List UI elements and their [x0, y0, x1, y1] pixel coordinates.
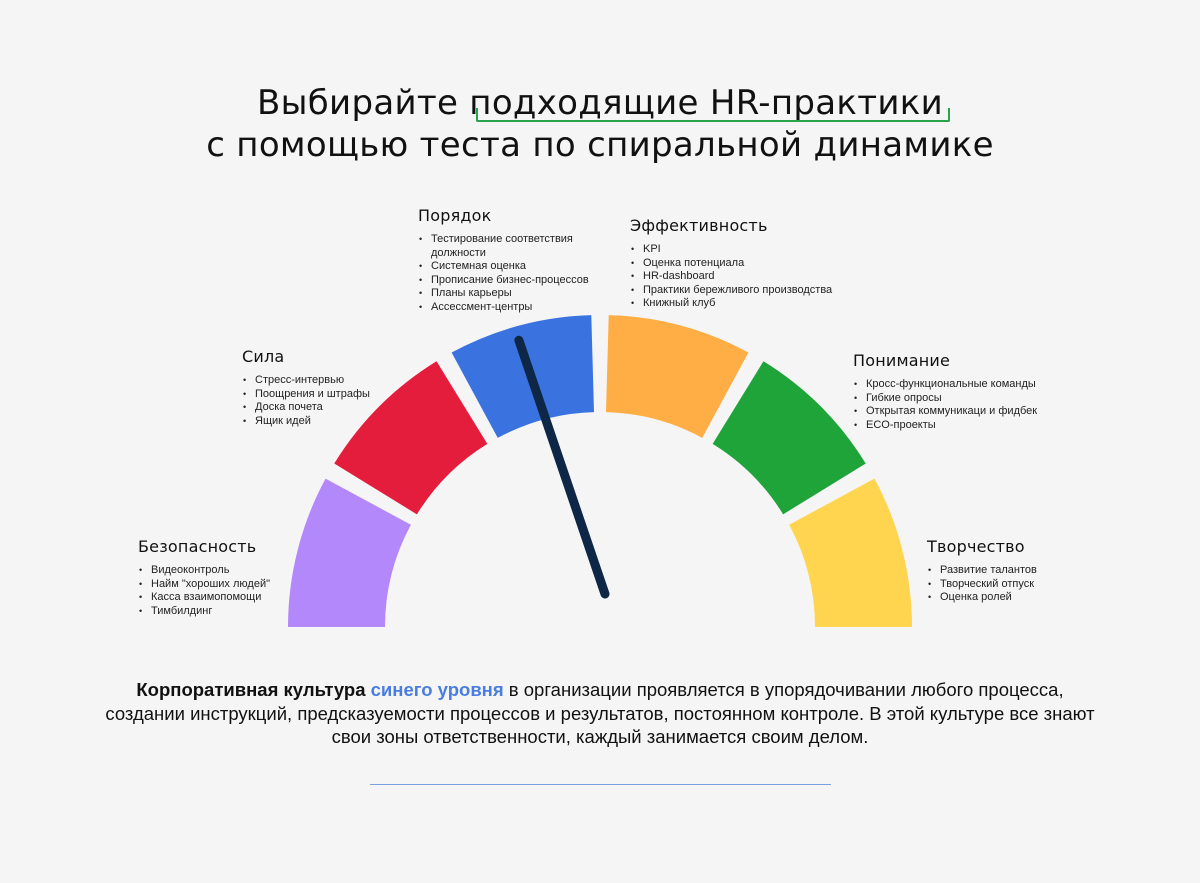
category-understanding-list: Кросс-функциональные команды Гибкие опро… — [853, 378, 1093, 432]
gauge-segment-5 — [712, 361, 866, 515]
list-item: Касса взаимопомощи — [138, 591, 338, 605]
list-item: Тимбилдинг — [138, 605, 338, 619]
category-order: Порядок Тестирование соответствия должно… — [418, 206, 606, 314]
category-understanding: Понимание Кросс-функциональные команды Г… — [853, 351, 1093, 432]
category-security-title: Безопасность — [138, 537, 257, 556]
gauge-segment-2 — [334, 361, 488, 515]
list-item: Гибкие опросы — [853, 392, 1093, 406]
list-item: HR-dashboard — [630, 270, 870, 284]
list-item: ECO-проекты — [853, 419, 1093, 433]
title-highlight: подходящие HR-практики — [469, 83, 943, 123]
list-item: Книжный клуб — [630, 297, 870, 311]
category-efficiency-title: Эффективность — [630, 216, 768, 235]
description-rest: в организации проявляется в упорядочиван… — [105, 679, 1095, 747]
list-item: Оценка потенциала — [630, 257, 870, 271]
list-item: Развитие талантов — [927, 564, 1127, 578]
title-prefix: Выбирайте — [257, 83, 470, 123]
gauge-segment-3 — [451, 315, 594, 438]
list-item: Планы карьеры — [418, 287, 606, 301]
list-item: Тестирование соответствия должности — [418, 233, 606, 260]
category-creativity: Творчество Развитие талантов Творческий … — [927, 537, 1127, 605]
title-line-1: Выбирайте подходящие HR-практики — [0, 82, 1200, 124]
description-paragraph: Корпоративная культура синего уровня в о… — [100, 678, 1100, 749]
list-item: KPI — [630, 243, 870, 257]
title-line-2: с помощью теста по спиральной динамике — [206, 125, 994, 165]
category-security-list: Видеоконтроль Найм "хороших людей" Касса… — [138, 564, 338, 618]
category-power-list: Стресс-интервью Поощрения и штрафы Доска… — [242, 374, 422, 428]
list-item: Найм "хороших людей" — [138, 578, 338, 592]
list-item: Доска почета — [242, 401, 422, 415]
title-highlight-text: подходящие HR-практики — [469, 83, 943, 123]
list-item: Прописание бизнес-процессов — [418, 274, 606, 288]
list-item: Практики бережливого производства — [630, 284, 870, 298]
list-item: Поощрения и штрафы — [242, 388, 422, 402]
description-bold: Корпоративная культура — [136, 679, 371, 700]
list-item: Кросс-функциональные команды — [853, 378, 1093, 392]
list-item: Ящик идей — [242, 415, 422, 429]
list-item: Стресс-интервью — [242, 374, 422, 388]
category-efficiency-list: KPI Оценка потенциала HR-dashboard Практ… — [630, 243, 870, 311]
page-title: Выбирайте подходящие HR-практики с помощ… — [0, 82, 1200, 166]
description-highlight: синего уровня — [370, 679, 504, 700]
category-creativity-list: Развитие талантов Творческий отпуск Оцен… — [927, 564, 1127, 605]
title-highlight-underline — [476, 108, 950, 122]
category-efficiency: Эффективность KPI Оценка потенциала HR-d… — [630, 216, 870, 311]
category-power-title: Сила — [242, 347, 285, 366]
category-understanding-title: Понимание — [853, 351, 951, 370]
category-security: Безопасность Видеоконтроль Найм "хороших… — [138, 537, 338, 618]
gauge-segment-6 — [789, 478, 912, 627]
gauge-segment-4 — [606, 315, 749, 438]
gauge-needle — [514, 335, 610, 599]
list-item: Оценка ролей — [927, 591, 1127, 605]
category-order-list: Тестирование соответствия должности Сист… — [418, 233, 606, 314]
list-item: Творческий отпуск — [927, 578, 1127, 592]
divider-line — [370, 784, 831, 785]
list-item: Видеоконтроль — [138, 564, 338, 578]
category-order-title: Порядок — [418, 206, 492, 225]
category-power: Сила Стресс-интервью Поощрения и штрафы … — [242, 347, 422, 428]
list-item: Системная оценка — [418, 260, 606, 274]
list-item: Открытая коммуникаци и фидбек — [853, 405, 1093, 419]
category-creativity-title: Творчество — [927, 537, 1025, 556]
list-item: Ассессмент-центры — [418, 301, 606, 315]
